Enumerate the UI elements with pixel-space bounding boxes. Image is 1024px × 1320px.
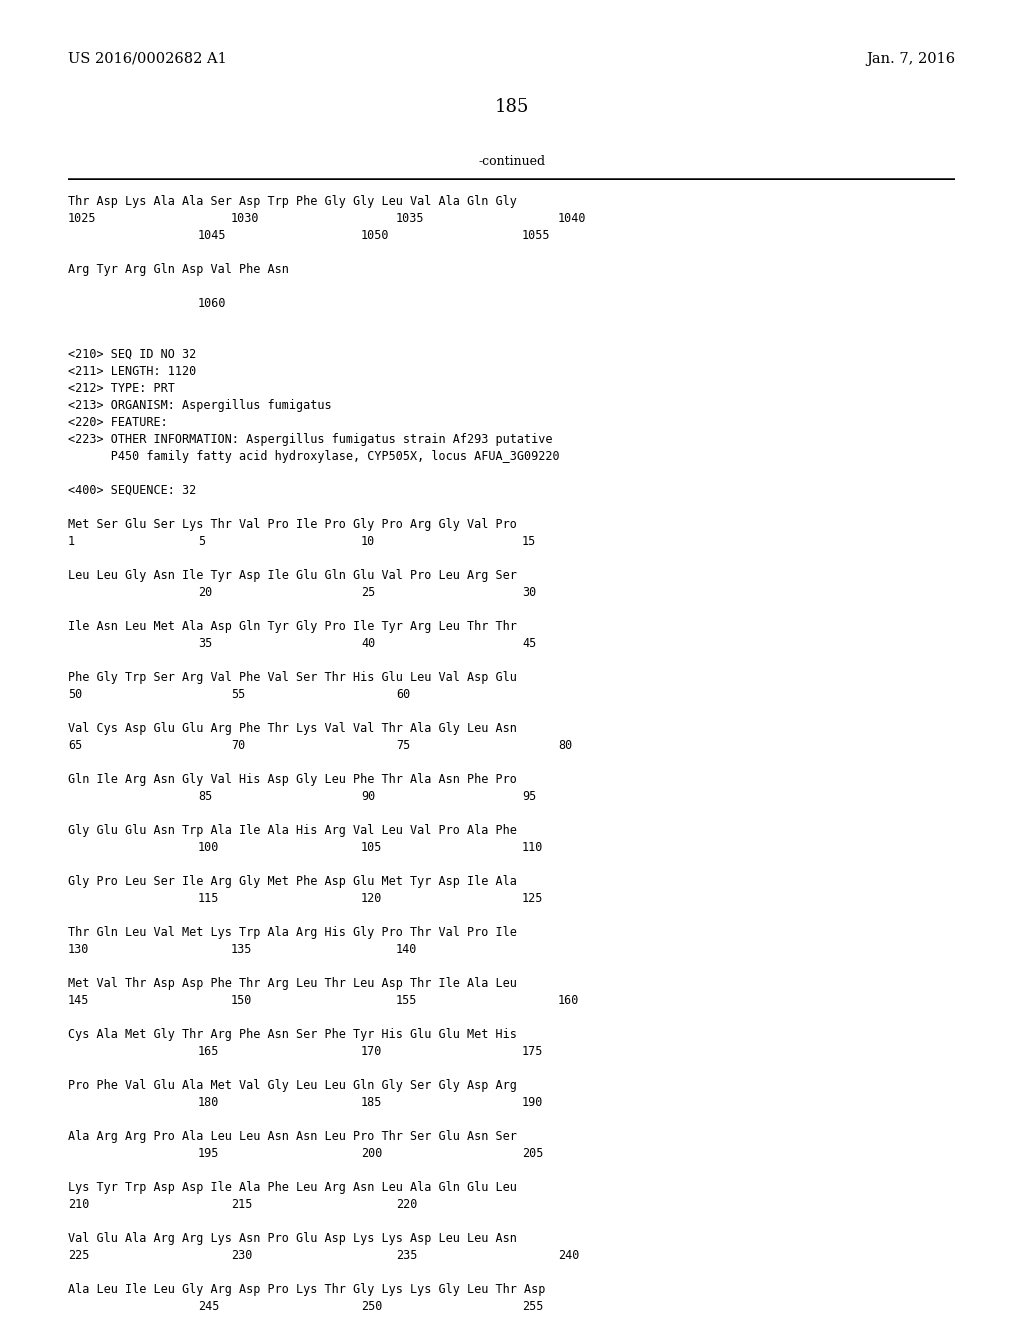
Text: 55: 55 — [231, 688, 246, 701]
Text: 75: 75 — [396, 739, 411, 752]
Text: <223> OTHER INFORMATION: Aspergillus fumigatus strain Af293 putative: <223> OTHER INFORMATION: Aspergillus fum… — [68, 433, 553, 446]
Text: 120: 120 — [361, 892, 382, 906]
Text: 80: 80 — [558, 739, 572, 752]
Text: 30: 30 — [522, 586, 537, 599]
Text: <212> TYPE: PRT: <212> TYPE: PRT — [68, 381, 175, 395]
Text: <220> FEATURE:: <220> FEATURE: — [68, 416, 168, 429]
Text: <211> LENGTH: 1120: <211> LENGTH: 1120 — [68, 366, 197, 378]
Text: Val Glu Ala Arg Arg Lys Asn Pro Glu Asp Lys Lys Asp Leu Leu Asn: Val Glu Ala Arg Arg Lys Asn Pro Glu Asp … — [68, 1232, 517, 1245]
Text: Thr Asp Lys Ala Ala Ser Asp Trp Phe Gly Gly Leu Val Ala Gln Gly: Thr Asp Lys Ala Ala Ser Asp Trp Phe Gly … — [68, 195, 517, 209]
Text: 1055: 1055 — [522, 228, 551, 242]
Text: 200: 200 — [361, 1147, 382, 1160]
Text: Leu Leu Gly Asn Ile Tyr Asp Ile Glu Gln Glu Val Pro Leu Arg Ser: Leu Leu Gly Asn Ile Tyr Asp Ile Glu Gln … — [68, 569, 517, 582]
Text: 25: 25 — [361, 586, 375, 599]
Text: 180: 180 — [198, 1096, 219, 1109]
Text: Ala Leu Ile Leu Gly Arg Asp Pro Lys Thr Gly Lys Lys Gly Leu Thr Asp: Ala Leu Ile Leu Gly Arg Asp Pro Lys Thr … — [68, 1283, 546, 1296]
Text: 195: 195 — [198, 1147, 219, 1160]
Text: 140: 140 — [396, 942, 418, 956]
Text: 240: 240 — [558, 1249, 580, 1262]
Text: 170: 170 — [361, 1045, 382, 1059]
Text: 235: 235 — [396, 1249, 418, 1262]
Text: 220: 220 — [396, 1199, 418, 1210]
Text: Cys Ala Met Gly Thr Arg Phe Asn Ser Phe Tyr His Glu Glu Met His: Cys Ala Met Gly Thr Arg Phe Asn Ser Phe … — [68, 1028, 517, 1041]
Text: Gly Pro Leu Ser Ile Arg Gly Met Phe Asp Glu Met Tyr Asp Ile Ala: Gly Pro Leu Ser Ile Arg Gly Met Phe Asp … — [68, 875, 517, 888]
Text: 250: 250 — [361, 1300, 382, 1313]
Text: 1035: 1035 — [396, 213, 425, 224]
Text: 115: 115 — [198, 892, 219, 906]
Text: 90: 90 — [361, 789, 375, 803]
Text: 1045: 1045 — [198, 228, 226, 242]
Text: 40: 40 — [361, 638, 375, 649]
Text: Ala Arg Arg Pro Ala Leu Leu Asn Asn Leu Pro Thr Ser Glu Asn Ser: Ala Arg Arg Pro Ala Leu Leu Asn Asn Leu … — [68, 1130, 517, 1143]
Text: 65: 65 — [68, 739, 82, 752]
Text: 185: 185 — [495, 98, 529, 116]
Text: P450 family fatty acid hydroxylase, CYP505X, locus AFUA_3G09220: P450 family fatty acid hydroxylase, CYP5… — [68, 450, 560, 463]
Text: 145: 145 — [68, 994, 89, 1007]
Text: Thr Gln Leu Val Met Lys Trp Ala Arg His Gly Pro Thr Val Pro Ile: Thr Gln Leu Val Met Lys Trp Ala Arg His … — [68, 927, 517, 939]
Text: Lys Tyr Trp Asp Asp Ile Ala Phe Leu Arg Asn Leu Ala Gln Glu Leu: Lys Tyr Trp Asp Asp Ile Ala Phe Leu Arg … — [68, 1181, 517, 1195]
Text: 100: 100 — [198, 841, 219, 854]
Text: 190: 190 — [522, 1096, 544, 1109]
Text: 1060: 1060 — [198, 297, 226, 310]
Text: 175: 175 — [522, 1045, 544, 1059]
Text: 1025: 1025 — [68, 213, 96, 224]
Text: Met Ser Glu Ser Lys Thr Val Pro Ile Pro Gly Pro Arg Gly Val Pro: Met Ser Glu Ser Lys Thr Val Pro Ile Pro … — [68, 517, 517, 531]
Text: 15: 15 — [522, 535, 537, 548]
Text: <213> ORGANISM: Aspergillus fumigatus: <213> ORGANISM: Aspergillus fumigatus — [68, 399, 332, 412]
Text: 155: 155 — [396, 994, 418, 1007]
Text: Pro Phe Val Glu Ala Met Val Gly Leu Leu Gln Gly Ser Gly Asp Arg: Pro Phe Val Glu Ala Met Val Gly Leu Leu … — [68, 1078, 517, 1092]
Text: 215: 215 — [231, 1199, 252, 1210]
Text: 1030: 1030 — [231, 213, 259, 224]
Text: Met Val Thr Asp Asp Phe Thr Arg Leu Thr Leu Asp Thr Ile Ala Leu: Met Val Thr Asp Asp Phe Thr Arg Leu Thr … — [68, 977, 517, 990]
Text: 135: 135 — [231, 942, 252, 956]
Text: 1: 1 — [68, 535, 75, 548]
Text: 255: 255 — [522, 1300, 544, 1313]
Text: 205: 205 — [522, 1147, 544, 1160]
Text: 165: 165 — [198, 1045, 219, 1059]
Text: 20: 20 — [198, 586, 212, 599]
Text: 1050: 1050 — [361, 228, 389, 242]
Text: 50: 50 — [68, 688, 82, 701]
Text: Gln Ile Arg Asn Gly Val His Asp Gly Leu Phe Thr Ala Asn Phe Pro: Gln Ile Arg Asn Gly Val His Asp Gly Leu … — [68, 774, 517, 785]
Text: US 2016/0002682 A1: US 2016/0002682 A1 — [68, 51, 226, 66]
Text: 95: 95 — [522, 789, 537, 803]
Text: Phe Gly Trp Ser Arg Val Phe Val Ser Thr His Glu Leu Val Asp Glu: Phe Gly Trp Ser Arg Val Phe Val Ser Thr … — [68, 671, 517, 684]
Text: 185: 185 — [361, 1096, 382, 1109]
Text: 160: 160 — [558, 994, 580, 1007]
Text: Gly Glu Glu Asn Trp Ala Ile Ala His Arg Val Leu Val Pro Ala Phe: Gly Glu Glu Asn Trp Ala Ile Ala His Arg … — [68, 824, 517, 837]
Text: 85: 85 — [198, 789, 212, 803]
Text: 225: 225 — [68, 1249, 89, 1262]
Text: 105: 105 — [361, 841, 382, 854]
Text: 230: 230 — [231, 1249, 252, 1262]
Text: 35: 35 — [198, 638, 212, 649]
Text: Arg Tyr Arg Gln Asp Val Phe Asn: Arg Tyr Arg Gln Asp Val Phe Asn — [68, 263, 289, 276]
Text: Ile Asn Leu Met Ala Asp Gln Tyr Gly Pro Ile Tyr Arg Leu Thr Thr: Ile Asn Leu Met Ala Asp Gln Tyr Gly Pro … — [68, 620, 517, 634]
Text: 130: 130 — [68, 942, 89, 956]
Text: Jan. 7, 2016: Jan. 7, 2016 — [866, 51, 955, 66]
Text: 70: 70 — [231, 739, 246, 752]
Text: -continued: -continued — [478, 154, 546, 168]
Text: 5: 5 — [198, 535, 205, 548]
Text: 125: 125 — [522, 892, 544, 906]
Text: <400> SEQUENCE: 32: <400> SEQUENCE: 32 — [68, 484, 197, 498]
Text: 45: 45 — [522, 638, 537, 649]
Text: 150: 150 — [231, 994, 252, 1007]
Text: 210: 210 — [68, 1199, 89, 1210]
Text: 245: 245 — [198, 1300, 219, 1313]
Text: 1040: 1040 — [558, 213, 587, 224]
Text: 60: 60 — [396, 688, 411, 701]
Text: Val Cys Asp Glu Glu Arg Phe Thr Lys Val Val Thr Ala Gly Leu Asn: Val Cys Asp Glu Glu Arg Phe Thr Lys Val … — [68, 722, 517, 735]
Text: 10: 10 — [361, 535, 375, 548]
Text: 110: 110 — [522, 841, 544, 854]
Text: <210> SEQ ID NO 32: <210> SEQ ID NO 32 — [68, 348, 197, 360]
